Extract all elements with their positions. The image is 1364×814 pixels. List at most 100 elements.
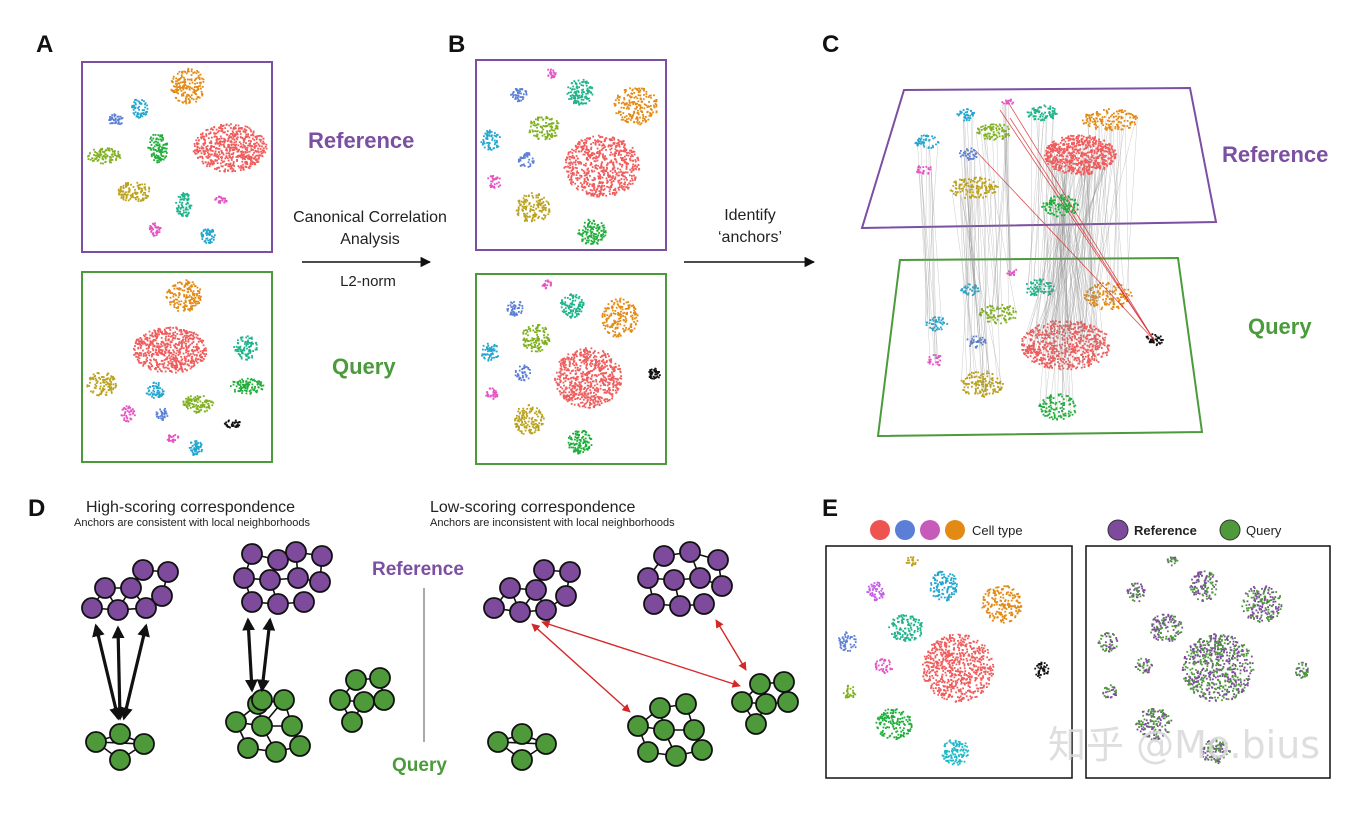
cell-type-box bbox=[825, 545, 1073, 779]
reference-label-d: Reference bbox=[372, 559, 464, 580]
low-scoring-subtitle: Anchors are inconsistent with local neig… bbox=[430, 517, 675, 529]
cluster-a-qry-4 bbox=[86, 372, 118, 397]
reference-label-c: Reference bbox=[1222, 142, 1328, 167]
cluster-c-ref-6 bbox=[959, 147, 978, 161]
cluster-b-ref-1 bbox=[613, 87, 658, 126]
reference-box-b bbox=[475, 59, 667, 251]
cluster-c-qry-1 bbox=[1083, 281, 1133, 311]
cluster-a-ref-2 bbox=[147, 134, 168, 164]
reference-plane bbox=[860, 86, 1218, 230]
legend-cell-type-pink bbox=[920, 520, 940, 540]
cluster-b-qry-5 bbox=[481, 342, 499, 362]
cluster-a-ref-3 bbox=[87, 147, 122, 165]
cluster-c-qry-7 bbox=[927, 354, 942, 367]
cluster-e2-3 bbox=[1150, 613, 1184, 642]
cluster-b-ref-9 bbox=[577, 218, 607, 245]
l2norm-label: L2-norm bbox=[340, 273, 396, 290]
panel-c bbox=[860, 86, 1218, 438]
cluster-e1-2 bbox=[929, 570, 958, 602]
cluster-b-qry-6 bbox=[514, 364, 531, 382]
panel-label-b: B bbox=[448, 31, 465, 58]
cluster-e2-2 bbox=[1189, 570, 1218, 602]
query-label-c: Query bbox=[1248, 314, 1312, 339]
cluster-a-qry-7 bbox=[120, 405, 136, 423]
cluster-b-ref-10 bbox=[547, 68, 557, 79]
cluster-e1-1 bbox=[981, 585, 1023, 624]
ref-graph-2 bbox=[233, 541, 333, 615]
cluster-b-qry-3 bbox=[522, 324, 551, 353]
cluster-c-ref-8 bbox=[949, 176, 999, 199]
cluster-a-qry-11 bbox=[223, 419, 241, 429]
reference-label-a: Reference bbox=[308, 128, 414, 153]
cluster-a-ref-1 bbox=[192, 123, 268, 173]
cluster-e1-5 bbox=[838, 631, 857, 652]
cluster-b-ref-3 bbox=[528, 115, 560, 141]
clusters-c-reference bbox=[914, 98, 1138, 218]
clusters-b bbox=[480, 68, 661, 455]
cluster-b-ref-8 bbox=[515, 192, 551, 223]
reference-box-a bbox=[81, 61, 273, 253]
cluster-b-ref-7 bbox=[487, 175, 501, 189]
cluster-e2-9 bbox=[1201, 738, 1231, 765]
cluster-a-qry-0 bbox=[165, 279, 202, 312]
cluster-b-qry-0 bbox=[554, 347, 623, 409]
cluster-c-ref-10 bbox=[1001, 98, 1015, 105]
cluster-a-ref-4 bbox=[131, 98, 149, 119]
dataset-box bbox=[1085, 545, 1331, 779]
cluster-e2-8 bbox=[1135, 708, 1173, 741]
cluster-c-ref-5 bbox=[914, 134, 940, 149]
cluster-b-ref-2 bbox=[566, 78, 594, 106]
cluster-a-ref-8 bbox=[200, 228, 216, 244]
identify-label-line2: ‘anchors’ bbox=[718, 229, 782, 246]
cluster-e1-8 bbox=[875, 708, 913, 741]
cluster-c-qry-3 bbox=[978, 304, 1017, 325]
qry-graph-6 bbox=[731, 671, 799, 735]
cluster-e2-6 bbox=[1134, 657, 1153, 674]
cluster-b-qry-10 bbox=[541, 279, 552, 290]
cluster-e2-11 bbox=[1295, 661, 1309, 679]
cluster-b-qry-11 bbox=[648, 367, 661, 380]
cluster-a-ref-5 bbox=[108, 113, 124, 125]
cluster-a-qry-5 bbox=[145, 381, 165, 399]
panel-label-e: E bbox=[822, 495, 838, 522]
cluster-b-qry-7 bbox=[485, 387, 499, 400]
ref-graph-1 bbox=[81, 559, 179, 621]
cluster-b-ref-5 bbox=[480, 129, 501, 151]
cluster-a-ref-6 bbox=[117, 181, 151, 202]
cluster-e1-11 bbox=[1034, 661, 1050, 679]
cluster-c-ref-0 bbox=[1043, 134, 1117, 176]
cluster-a-qry-6 bbox=[182, 395, 215, 414]
cluster-e1-9 bbox=[941, 739, 970, 766]
cluster-a-qry-1 bbox=[133, 326, 208, 374]
query-box-a bbox=[81, 271, 273, 463]
legend-query-label: Query bbox=[1246, 523, 1282, 538]
cluster-a-ref-0 bbox=[170, 67, 205, 105]
watermark: 知乎 @Mo.bius bbox=[1048, 723, 1320, 767]
legend-cell-type-blue bbox=[895, 520, 915, 540]
cca-label-line2: Analysis bbox=[340, 231, 400, 248]
cluster-e1-7 bbox=[842, 684, 857, 699]
cluster-b-ref-4 bbox=[510, 88, 528, 103]
clusters-e-cell-type bbox=[838, 556, 1050, 766]
panel-d: High-scoring correspondence Anchors are … bbox=[74, 499, 799, 776]
high-scoring-subtitle: Anchors are consistent with local neighb… bbox=[74, 517, 311, 529]
qry-graph-3 bbox=[329, 667, 395, 733]
cluster-a-qry-10 bbox=[166, 434, 180, 444]
cluster-b-ref-6 bbox=[517, 152, 535, 168]
panel-label-d: D bbox=[28, 495, 45, 522]
cluster-c-ref-3 bbox=[976, 123, 1010, 141]
cluster-a-ref-10 bbox=[214, 195, 228, 204]
clusters-a bbox=[86, 67, 268, 456]
query-label-a: Query bbox=[332, 354, 396, 379]
cluster-c-ref-2 bbox=[1026, 104, 1058, 122]
high-scoring-title: High-scoring correspondence bbox=[86, 499, 295, 516]
legend-reference-label: Reference bbox=[1134, 523, 1197, 538]
panel-label-c: C bbox=[822, 31, 839, 58]
panel-b bbox=[475, 59, 667, 465]
ref-graph-4 bbox=[637, 541, 733, 617]
cluster-b-ref-0 bbox=[563, 134, 641, 198]
legend-cell-type-orange bbox=[945, 520, 965, 540]
cluster-e1-10 bbox=[905, 556, 919, 567]
cluster-b-qry-2 bbox=[559, 293, 585, 319]
cluster-b-qry-4 bbox=[506, 301, 524, 317]
